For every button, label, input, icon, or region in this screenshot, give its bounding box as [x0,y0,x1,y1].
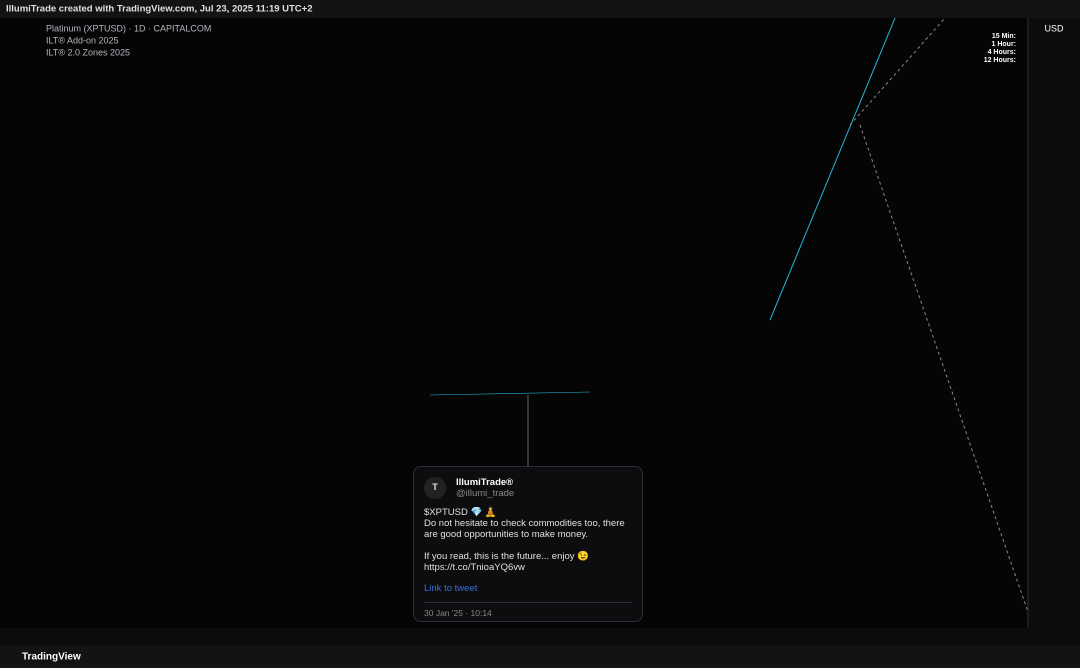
author-handle: @illumi_trade [456,488,515,499]
tweet-date: 30 Jan '25 · 10:14 [424,602,632,619]
timeframe: 1 Hour: [992,41,1017,48]
timeframe: 12 Hours: [984,57,1016,64]
header: IllumiTrade created with TradingView.com… [6,4,313,15]
tweet-line: $XPTUSD 💎 🧘 [424,507,497,518]
tweet-link[interactable]: Link to tweet [424,583,478,594]
tweet-line: Do not hesitate to check commodities too… [424,518,625,529]
tweet-line: are good opportunities to make money. [424,529,589,540]
header-bar [0,0,1080,18]
trendline [429,391,591,396]
author-name: IllumiTrade® [456,477,514,488]
projection-line [859,124,1029,613]
tweet-line: If you read, this is the future... enjoy… [424,551,589,562]
author: IllumiTrade® @illumi_trade [456,477,514,499]
tweet-line: https://t.co/TnioaYQ6vw [424,562,525,573]
avatar: T [424,477,446,499]
footer-bar [0,646,1080,668]
currency: USD [1044,23,1064,33]
tweet-header: T IllumiTrade® @illumi_trade [424,477,632,499]
legend-line: ILT® 2.0 Zones 2025 [46,47,130,57]
legend-line: Platinum (XPTUSD) · 1D · CAPITALCOM [46,23,211,33]
price-axis [1028,18,1080,628]
tweet-card: T IllumiTrade® @illumi_trade $XPTUSD 💎 🧘 … [413,466,643,622]
legend-line: ILT® Add-on 2025 [46,35,119,45]
timeframe: 4 Hours: [988,49,1016,56]
timeframe: 15 Min: [992,33,1016,40]
footer: TradingView [22,652,81,663]
trendline [769,17,896,321]
